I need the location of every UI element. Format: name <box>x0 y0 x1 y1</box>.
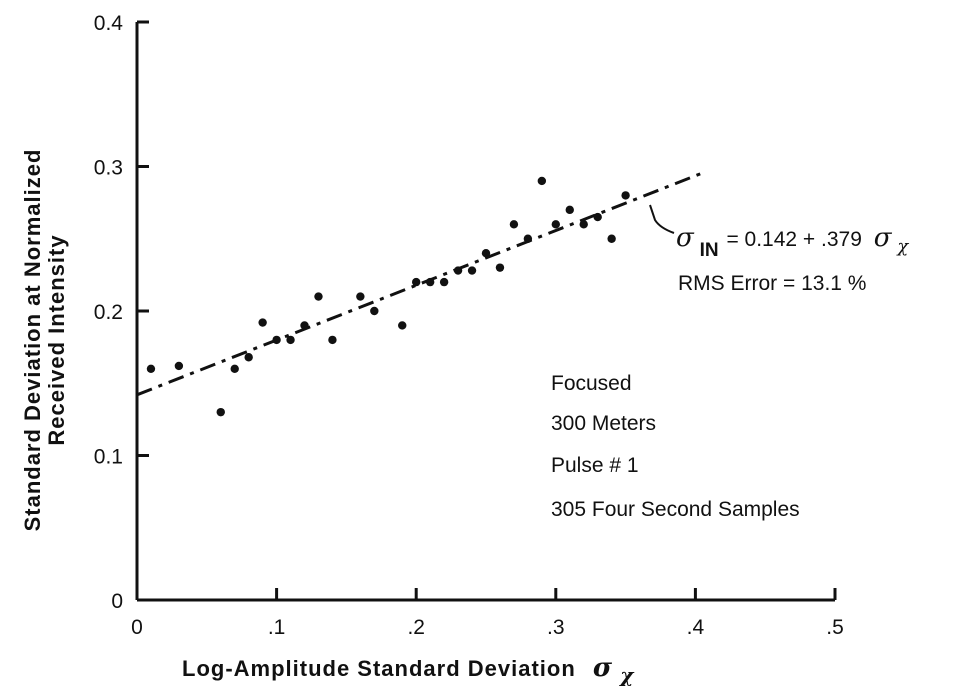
x-axis-title-text: Log-Amplitude Standard Deviation <box>182 656 576 681</box>
data-point <box>593 212 602 222</box>
x-tick-label-1: .1 <box>268 616 286 639</box>
fit-equation: σ IN = 0.142 + .379 σ χ <box>676 223 909 261</box>
tick-marks <box>135 20 837 602</box>
x-tick-label-5: .5 <box>826 616 844 639</box>
equation-lhs-sigma: σ <box>676 223 695 253</box>
y-tick-label-1: 0.1 <box>94 446 123 469</box>
data-points <box>146 176 630 417</box>
data-point <box>244 353 253 362</box>
data-point <box>314 292 323 301</box>
data-point <box>453 266 463 275</box>
x-tick-label-4: .4 <box>687 616 705 639</box>
data-point <box>272 335 281 345</box>
data-point <box>495 263 505 272</box>
data-point <box>300 321 309 330</box>
tick-labels: 00.10.20.30.40.1.2.3.4.5 <box>94 12 844 639</box>
data-point <box>551 220 560 229</box>
x-tick-label-2: .2 <box>407 616 425 639</box>
data-point <box>579 220 588 229</box>
data-point <box>467 266 477 275</box>
data-point <box>398 321 407 330</box>
data-point <box>607 234 616 243</box>
x-axis-sigma: σ <box>593 653 613 683</box>
x-axis-sigma-sub: χ <box>618 663 635 687</box>
equation-body: = 0.142 + .379 <box>726 228 861 251</box>
y-axis-title-line1: Standard Deviation at Normalized <box>20 149 45 532</box>
data-point <box>537 176 547 186</box>
x-axis-title: Log-Amplitude Standard Deviation σ χ <box>182 653 635 687</box>
data-point <box>174 361 184 371</box>
data-point <box>370 306 379 316</box>
info-line-distance: 300 Meters <box>551 412 656 435</box>
data-point <box>286 335 295 345</box>
equation-rhs-sub: χ <box>895 236 909 257</box>
data-point <box>230 364 239 373</box>
data-point <box>412 277 421 287</box>
y-tick-label-4: 0.4 <box>94 12 124 35</box>
data-point <box>216 407 225 417</box>
data-point <box>439 277 449 287</box>
data-point <box>258 318 267 327</box>
data-point <box>565 205 574 215</box>
data-point <box>356 292 365 301</box>
info-block: Focused 300 Meters Pulse # 1 305 Four Se… <box>551 372 800 521</box>
y-axis-title: Standard Deviation at Normalized Receive… <box>20 149 69 532</box>
data-point <box>509 220 519 229</box>
equation-lhs-sub: IN <box>700 240 719 261</box>
equation-rhs-sigma: σ <box>874 223 893 253</box>
annotation-leader <box>649 204 675 234</box>
data-point <box>146 364 156 373</box>
y-axis-title-line2: Received Intensity <box>44 234 69 445</box>
info-line-samples: 305 Four Second Samples <box>551 498 800 521</box>
rms-error: RMS Error = 13.1 % <box>678 272 866 295</box>
info-line-focused: Focused <box>551 372 632 395</box>
info-line-pulse: Pulse # 1 <box>551 454 639 477</box>
x-tick-label-0: 0 <box>131 616 143 639</box>
data-point <box>425 277 435 287</box>
data-point <box>481 249 491 258</box>
y-tick-label-0: 0 <box>111 590 123 613</box>
data-point <box>523 234 533 243</box>
y-tick-label-2: 0.2 <box>94 301 123 324</box>
data-point <box>621 191 630 200</box>
data-point <box>328 335 337 345</box>
x-tick-label-3: .3 <box>547 616 565 639</box>
y-tick-label-3: 0.3 <box>94 157 123 180</box>
